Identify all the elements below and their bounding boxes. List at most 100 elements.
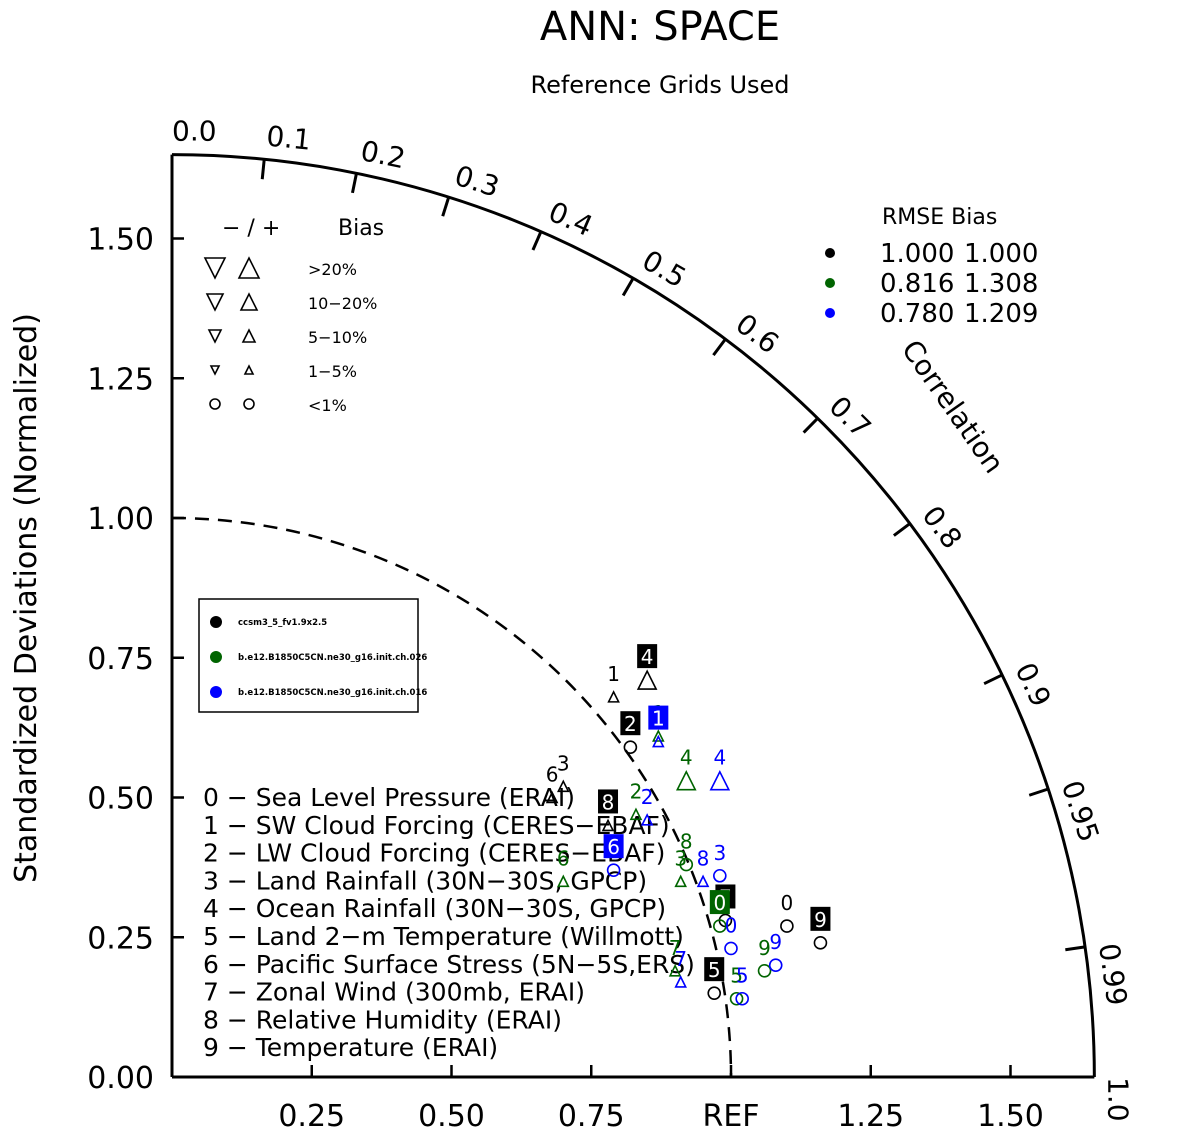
point-marker: [780, 919, 794, 933]
point-label: 0: [781, 891, 794, 915]
point-label: 6: [557, 846, 570, 870]
point-marker: [668, 964, 682, 977]
point-marker: [636, 669, 658, 690]
variable-list-item: 1 − SW Cloud Forcing (CERES−EBAF): [203, 811, 670, 840]
variable-list-item: 0 − Sea Level Pressure (ERAI): [203, 783, 575, 812]
point-marker: [735, 991, 749, 1006]
data-points-group: 012345678901234567890123456789: [546, 644, 831, 1006]
up-triangle-icon: [239, 292, 259, 311]
y-axis-label: Standardized Deviations (Normalized): [9, 313, 44, 883]
chart-subtitle: Reference Grids Used: [530, 71, 789, 99]
series-dot-icon: [825, 278, 835, 288]
point-marker: [679, 857, 694, 872]
stats-legend-header: RMSE Bias: [882, 205, 997, 230]
point-label-box: [620, 711, 641, 736]
correlation-tick-mark: [1065, 945, 1086, 952]
correlation-tick-label: 0.1: [265, 119, 313, 156]
model-legend-box: [198, 598, 419, 713]
point-marker: [729, 991, 744, 1006]
stats-legend-bias: 1.000: [964, 239, 1038, 269]
variable-list-item: 6 − Pacific Surface Stress (5N−5S,ERS): [203, 950, 695, 979]
point-label: 4: [641, 645, 654, 669]
correlation-tick-mark: [1028, 787, 1049, 797]
correlation-tick-label: 0.0: [172, 115, 217, 148]
point-label: 7: [674, 947, 687, 971]
stats-legend-bias: 1.209: [964, 299, 1038, 329]
point-marker: [713, 868, 727, 883]
chart-title: ANN: SPACE: [540, 4, 780, 50]
down-triangle-icon: [207, 329, 223, 344]
down-triangle-icon: [203, 257, 227, 280]
outer-arc: [171, 153, 1096, 1078]
model-legend-name: b.e12.B1850C5CN.ne30_g16.init.ch.016: [238, 688, 427, 698]
correlation-tick-mark: [983, 673, 1003, 686]
point-label: 5: [736, 964, 749, 988]
correlation-tick-label: 0.99: [1092, 941, 1133, 1007]
point-marker: [557, 779, 570, 793]
x-tick-label: 0.75: [558, 1099, 625, 1134]
point-label: 8: [680, 830, 693, 854]
point-marker: [629, 807, 643, 821]
point-label: 8: [697, 846, 710, 870]
point-label: 2: [630, 779, 643, 803]
point-label-box: [709, 890, 730, 915]
bias-legend-header-label: Bias: [338, 216, 384, 241]
point-label: 3: [674, 846, 687, 870]
y-tick-label: 0.50: [87, 782, 154, 817]
variable-list-item: 9 − Temperature (ERAI): [203, 1033, 498, 1062]
bias-legend-range-label: >20%: [308, 260, 357, 279]
point-marker: [652, 729, 665, 742]
correlation-tick-label: 0.6: [730, 307, 785, 360]
correlation-tick-label: 0.5: [637, 244, 692, 295]
model-legend-name: ccsm3_5_fv1.9x2.5: [238, 618, 327, 628]
bias-legend-range-label: <1%: [308, 396, 347, 415]
model-legend-name: b.e12.B1850C5CN.ne30_g16.init.ch.026: [238, 653, 427, 663]
point-marker: [674, 975, 687, 988]
variable-list-item: 5 − Land 2−m Temperature (Willmott): [203, 922, 684, 951]
y-tick-label: 0.75: [87, 642, 154, 677]
variable-list-item: 8 − Relative Humidity (ERAI): [203, 1005, 562, 1034]
up-triangle-icon: [237, 256, 261, 279]
variable-list: 0 − Sea Level Pressure (ERAI)1 − SW Clou…: [203, 783, 695, 1062]
point-label: 3: [713, 841, 726, 865]
x-tick-label: 0.25: [278, 1099, 345, 1134]
circle-icon: [209, 398, 221, 410]
point-marker: [757, 963, 772, 978]
correlation-tick-label: 0.3: [451, 159, 503, 204]
bias-legend-header-sign: − / +: [222, 216, 280, 241]
point-label: 2: [641, 785, 654, 809]
point-label: 9: [758, 936, 771, 960]
x-tick-label: REF: [702, 1099, 759, 1134]
point-marker: [696, 874, 710, 888]
reference-std-arc: [171, 516, 733, 1078]
stats-legend-rmse: 0.780: [880, 299, 954, 329]
correlation-tick-label: 1.0: [1101, 1077, 1134, 1122]
point-marker: [724, 941, 738, 956]
point-marker: [675, 769, 697, 791]
point-label: 8: [602, 790, 615, 814]
point-marker: [601, 818, 615, 832]
correlation-tick-mark: [892, 522, 911, 537]
point-marker: [813, 936, 828, 950]
point-label: 9: [769, 930, 782, 954]
circle-icon: [243, 398, 255, 410]
model-dot-icon: [210, 616, 222, 628]
variable-list-item: 7 − Zonal Wind (300mb, ERAI): [203, 978, 585, 1007]
correlation-tick-mark: [712, 338, 727, 357]
correlation-tick-mark: [441, 196, 451, 217]
point-label: 1: [607, 662, 620, 686]
point-marker: [674, 874, 687, 888]
stats-legend-bias: 1.308: [964, 269, 1038, 299]
variable-list-item: 3 − Land Rainfall (30N−30S, GPCP): [203, 866, 647, 895]
y-tick-label: 0.25: [87, 921, 154, 956]
correlation-tick-mark: [621, 277, 635, 297]
point-label-box: [810, 906, 831, 931]
up-triangle-icon: [241, 328, 257, 343]
variable-list-item: 4 − Ocean Rainfall (30N−30S, GPCP): [203, 894, 666, 923]
point-label-box: [704, 957, 725, 982]
point-label-box: [598, 789, 619, 814]
point-label-box: [603, 834, 624, 859]
bias-legend-range-label: 1−5%: [308, 362, 357, 381]
